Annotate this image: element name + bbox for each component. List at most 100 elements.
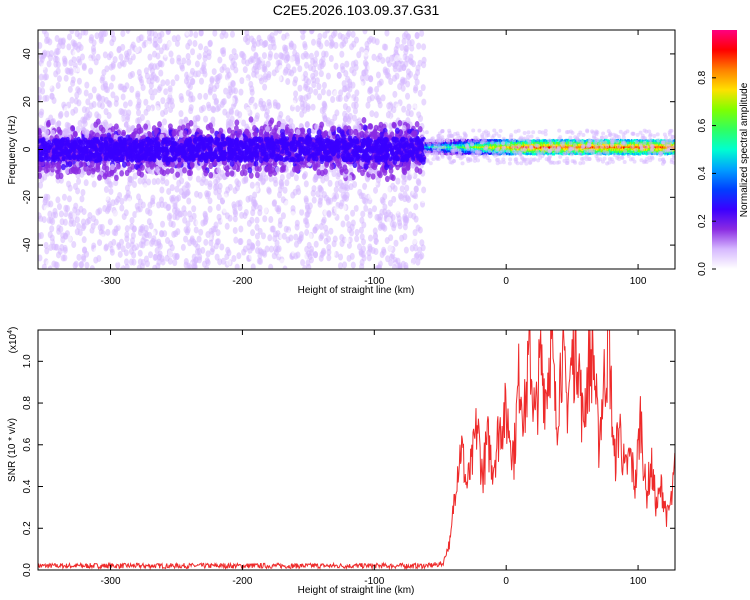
spectrogram-cell — [143, 123, 148, 130]
spectrogram-cell — [154, 105, 160, 113]
spectrogram-cell — [176, 54, 182, 62]
spectrogram-cell — [45, 121, 51, 128]
spectrogram-cell — [321, 81, 327, 89]
spectrogram-cell — [64, 204, 70, 212]
spectrogram-cell — [186, 81, 192, 89]
spectrogram-cell — [238, 95, 244, 103]
spectrogram-cell — [137, 249, 143, 257]
spectrogram-cell — [221, 49, 227, 57]
spectrogram-cell — [222, 228, 228, 236]
spectrogram-cell — [135, 90, 141, 98]
spectrogram-cell — [152, 40, 158, 48]
spectrogram-cell — [142, 183, 148, 191]
spectrogram-cell — [339, 50, 345, 58]
spectrogram-cell — [149, 67, 155, 75]
spectrogram-cell — [158, 196, 164, 204]
spectrogram-cell — [175, 171, 180, 178]
spectrogram-cell — [203, 238, 209, 246]
spectrogram-cell — [266, 70, 272, 78]
spectrogram-cell — [318, 42, 324, 50]
spectrogram-cell — [381, 43, 387, 51]
spectrogram-cell — [236, 180, 242, 188]
spectrogram-cell — [186, 58, 192, 66]
spectrogram-cell — [223, 31, 229, 39]
spectrogram-cell — [138, 127, 144, 134]
spectrogram-cell — [295, 105, 301, 113]
spectrogram-cell — [38, 73, 44, 81]
spectrogram-cell — [100, 95, 106, 103]
spectrogram-cell — [125, 126, 131, 134]
spectrogram-cell — [44, 88, 50, 96]
spectrogram-cell — [95, 118, 101, 125]
spectrogram-cell — [261, 100, 267, 108]
spectrogram-cell — [298, 72, 304, 80]
spectrogram-cell — [145, 40, 151, 48]
spectrogram-cell — [58, 210, 64, 218]
spectrogram-cell — [288, 234, 294, 242]
spectrogram-cell — [112, 210, 118, 218]
spectrogram-cell — [373, 111, 379, 119]
spectrogram-cell — [157, 161, 163, 168]
spectrogram-cell — [45, 166, 51, 173]
spectrogram-cell — [174, 74, 180, 82]
spectrogram-cell — [101, 68, 107, 76]
spectrogram-cell — [253, 202, 259, 210]
spectrogram-cell — [69, 96, 75, 104]
spectrogram-cell — [45, 259, 51, 267]
spectrogram-cell — [344, 60, 350, 68]
spectrogram-cell — [207, 39, 213, 47]
spectrogram-cell — [309, 30, 315, 34]
spectrogram-cell — [414, 121, 420, 128]
spectrogram-cell — [232, 215, 238, 223]
spectrogram-cell — [305, 105, 311, 113]
spectrogram-cell — [47, 231, 53, 239]
spectrogram-cell — [339, 41, 345, 49]
spectrogram-cell — [179, 62, 185, 70]
spectrogram-cell — [188, 104, 194, 112]
spectrogram-cell — [237, 111, 243, 119]
spectrogram-cell — [129, 85, 135, 93]
spectrogram-cell — [102, 204, 108, 212]
spectrogram-cell — [67, 212, 73, 220]
spectrogram-cell — [83, 89, 89, 97]
spectrogram-cell — [215, 119, 221, 127]
spectrogram-cell — [184, 228, 190, 236]
spectrogram-cell — [310, 72, 316, 80]
spectrogram-cell — [38, 127, 42, 135]
spectrogram-cell — [71, 240, 77, 248]
spectrogram-cell — [158, 47, 164, 55]
spectrogram-cell — [270, 225, 276, 233]
spectrogram-cell — [172, 213, 178, 221]
spectrogram-cell — [356, 51, 362, 59]
spectrogram-cell — [261, 65, 267, 73]
spectrogram-cell — [220, 216, 226, 224]
spectrogram-cell — [370, 30, 376, 37]
spectrogram-cell — [43, 193, 49, 201]
spectrogram-cell — [325, 72, 331, 80]
spectrogram-cell — [168, 50, 174, 58]
spectrogram-cell — [127, 72, 133, 80]
spectrogram-cell — [238, 88, 244, 96]
spectrogram-cell — [236, 131, 241, 138]
spectrogram-cell — [316, 129, 322, 136]
spectrogram-cell — [147, 251, 153, 259]
spectrogram-cell — [307, 232, 313, 240]
spectrogram-cell — [352, 107, 358, 115]
spectrogram-cell — [175, 221, 181, 229]
spectrogram-cell — [44, 37, 50, 45]
spectrogram-cell — [160, 79, 166, 87]
spectrogram-cell — [58, 172, 64, 180]
spectrogram-cell — [140, 84, 146, 92]
spectrogram-cell — [126, 48, 132, 56]
spectrogram-cell — [311, 81, 317, 89]
spectrogram-cell — [169, 167, 175, 174]
spectrogram-cell — [366, 186, 372, 194]
spectrogram-cell — [185, 30, 191, 36]
spectrogram-cell — [214, 97, 220, 105]
spectrogram-cell — [89, 265, 95, 269]
spectrogram-cell — [154, 127, 159, 135]
spectrogram-cell — [308, 86, 314, 94]
spectrogram-cell — [281, 33, 287, 41]
spectrogram-cell — [420, 196, 426, 204]
spectrogram-cell — [361, 117, 367, 124]
